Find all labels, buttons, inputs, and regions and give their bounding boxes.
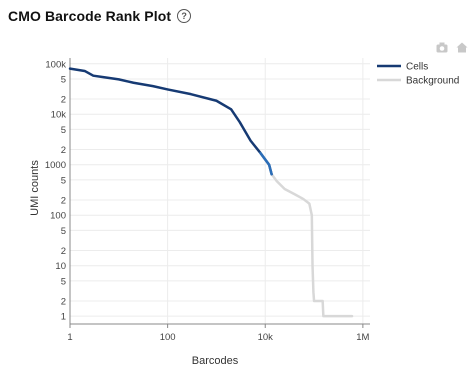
axes: 100k 5 2 10k 5 2 1000 5 2 100 5 2 10 5 2 11 100 10k 1M xyxy=(45,58,370,343)
y-tick-label: 1 xyxy=(61,312,66,323)
camera-icon[interactable] xyxy=(436,40,448,53)
y-tick-label: 100 xyxy=(50,211,66,222)
plot-area xyxy=(68,67,354,318)
y-tick-label: 2 xyxy=(61,95,66,106)
x-tick-label: 1 xyxy=(67,332,72,343)
x-axis-label: Barcodes xyxy=(192,355,239,366)
y-tick-label: 100k xyxy=(45,59,66,70)
grid-lines xyxy=(69,58,370,324)
home-icon[interactable] xyxy=(456,40,468,53)
y-tick-label: 5 xyxy=(61,175,66,186)
legend-label-background[interactable]: Background xyxy=(406,76,459,87)
y-tick-label: 5 xyxy=(61,74,66,85)
x-tick-label: 10k xyxy=(258,332,274,343)
background-series-line[interactable] xyxy=(270,172,354,318)
y-tick-label: 5 xyxy=(61,226,66,237)
x-tick-label: 100 xyxy=(160,332,176,343)
y-tick-label: 5 xyxy=(61,276,66,287)
y-tick-label: 5 xyxy=(61,125,66,136)
cells-transition-segment xyxy=(259,151,273,176)
y-tick-label: 2 xyxy=(61,145,66,156)
y-tick-label: 10k xyxy=(51,110,67,121)
y-axis-label: UMI counts xyxy=(29,160,41,216)
chart-title: CMO Barcode Rank Plot xyxy=(8,8,172,24)
y-tick-label: 2 xyxy=(61,246,66,257)
y-tick-label: 10 xyxy=(55,261,66,272)
y-tick-label: 2 xyxy=(61,296,66,307)
help-circle-icon[interactable]: ? xyxy=(177,9,192,23)
legend: Cells Background xyxy=(377,62,459,87)
y-tick-label: 2 xyxy=(61,196,66,207)
cells-series-line[interactable] xyxy=(68,67,273,176)
chart-header: CMO Barcode Rank Plot ? xyxy=(8,8,192,24)
legend-label-cells[interactable]: Cells xyxy=(406,62,428,73)
chart-modebar xyxy=(436,40,468,53)
y-tick-label: 1000 xyxy=(45,160,66,171)
x-tick-label: 1M xyxy=(356,332,369,343)
